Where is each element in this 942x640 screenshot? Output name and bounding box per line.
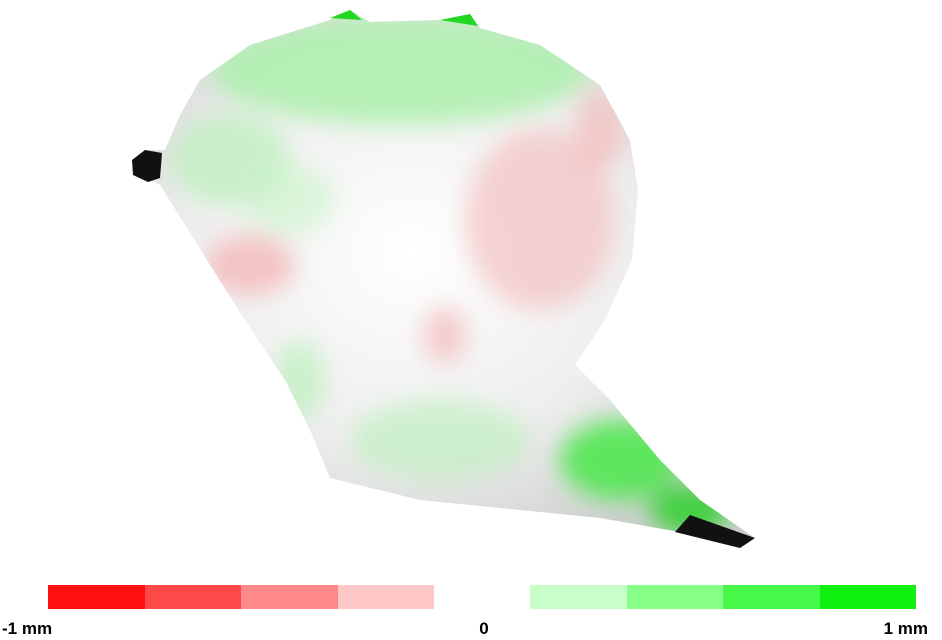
scale-swatch [820,585,916,609]
scale-swatch [241,585,338,609]
color-scale: -1 mm 0 1 mm [2,585,928,638]
scale-swatch [338,585,434,609]
scale-swatch [48,585,145,609]
deviation-map: -1 mm 0 1 mm [0,0,942,640]
scale-swatch [723,585,820,609]
scale-mid-label: 0 [479,619,488,638]
scale-max-label: 1 mm [884,619,928,638]
scale-swatch [145,585,241,609]
scale-min-label: -1 mm [2,619,52,638]
page: -1 mm 0 1 mm (() => { const data = JSON.… [0,0,942,640]
scale-swatch [530,585,627,609]
scale-swatch [627,585,723,609]
surface-model [132,10,755,548]
